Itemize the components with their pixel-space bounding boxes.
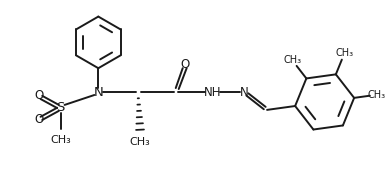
Text: O: O <box>180 58 189 71</box>
Text: S: S <box>56 101 65 114</box>
Text: CH₃: CH₃ <box>283 55 301 65</box>
Text: N: N <box>240 86 249 99</box>
Text: CH₃: CH₃ <box>130 137 151 147</box>
Text: CH₃: CH₃ <box>368 90 386 100</box>
Text: N: N <box>94 86 103 99</box>
Text: CH₃: CH₃ <box>335 48 353 58</box>
Text: CH₃: CH₃ <box>50 135 71 145</box>
Text: NH: NH <box>204 86 221 99</box>
Text: O: O <box>34 89 43 102</box>
Text: O: O <box>34 113 43 126</box>
